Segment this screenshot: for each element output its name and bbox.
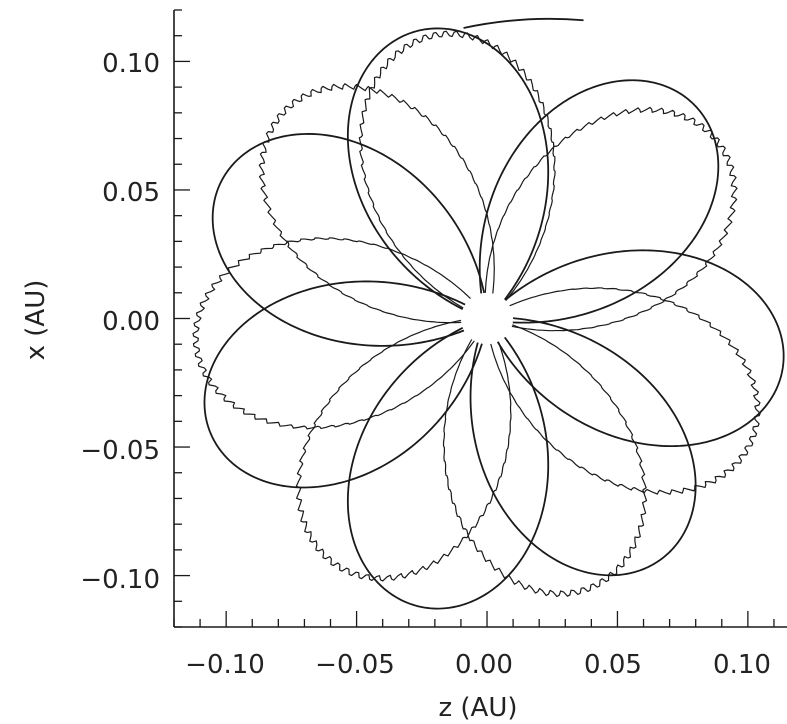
orbit-loop bbox=[484, 106, 738, 332]
axis-ticks bbox=[173, 9, 775, 628]
y-tick-label: 0.05 bbox=[102, 178, 160, 208]
series-2 bbox=[192, 30, 761, 598]
series-1 bbox=[203, 17, 785, 610]
orbit-tail bbox=[463, 17, 584, 29]
series-layer bbox=[192, 17, 785, 610]
x-tick-label: 0.05 bbox=[584, 650, 642, 680]
x-axis-title: z (AU) bbox=[438, 693, 517, 723]
orbit-loop bbox=[496, 249, 785, 448]
x-tick-label: −0.10 bbox=[185, 650, 265, 680]
y-tick-labels: −0.10 −0.05 0.00 0.05 0.10 bbox=[80, 49, 160, 595]
orbit-loop bbox=[469, 317, 697, 577]
y-axis-title: x (AU) bbox=[21, 280, 51, 361]
orbit-loop bbox=[211, 133, 486, 347]
x-tick-label: 0.10 bbox=[713, 650, 771, 680]
y-tick-label: −0.05 bbox=[80, 436, 160, 466]
orbit-loop bbox=[346, 27, 550, 310]
y-tick-label: 0.10 bbox=[102, 49, 160, 79]
x-tick-label: −0.05 bbox=[315, 650, 395, 680]
orbit-loop bbox=[258, 83, 495, 324]
x-tick-label: 0.00 bbox=[455, 650, 513, 680]
orbit-loop bbox=[295, 319, 512, 582]
x-tick-labels: −0.10 −0.05 0.00 0.05 0.10 bbox=[185, 650, 771, 680]
orbit-loop bbox=[490, 287, 761, 495]
y-tick-label: −0.10 bbox=[80, 565, 160, 595]
axes-frame bbox=[173, 10, 787, 628]
orbit-loop bbox=[346, 327, 550, 610]
orbit-loop bbox=[192, 237, 475, 430]
orbit-loop bbox=[358, 30, 556, 309]
orbit-loop bbox=[203, 280, 483, 489]
y-tick-label: 0.00 bbox=[102, 307, 160, 337]
orbit-loop bbox=[478, 79, 720, 324]
orbit-loop bbox=[442, 324, 648, 598]
